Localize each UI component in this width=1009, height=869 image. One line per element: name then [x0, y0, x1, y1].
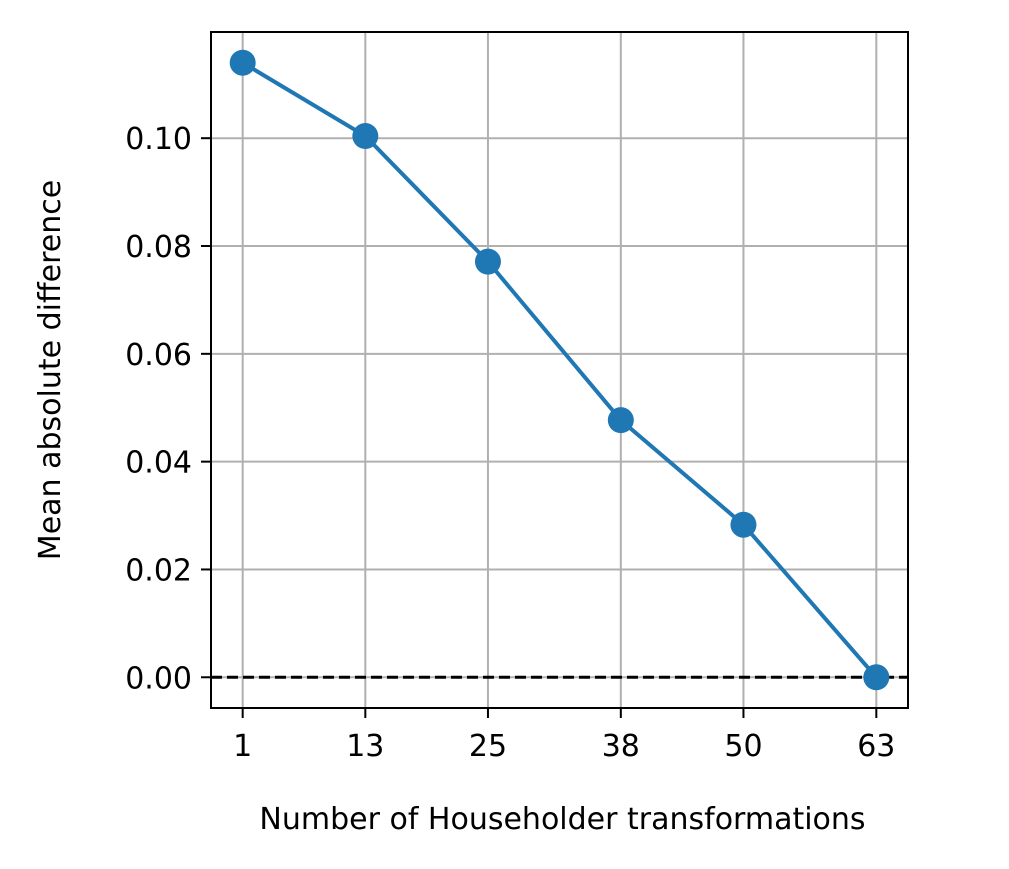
y-tick-label: 0.06: [125, 338, 192, 373]
x-tick-label: 1: [233, 729, 252, 764]
grid-lines: [211, 32, 908, 708]
x-axis-label: Number of Householder transformations: [259, 802, 865, 837]
y-tick-label: 0.04: [125, 446, 192, 481]
x-tick-label: 63: [857, 729, 895, 764]
y-tick-label: 0.00: [125, 661, 192, 696]
data-point: [474, 248, 501, 275]
x-tick-label: 38: [602, 729, 640, 764]
x-tick-label: 13: [346, 729, 384, 764]
data-point: [863, 664, 890, 691]
y-tick-label: 0.08: [125, 230, 192, 265]
y-axis-ticks: 0.00 0.02 0.04 0.06 0.08 0.10: [125, 122, 211, 696]
y-tick-label: 0.02: [125, 553, 192, 588]
series-group: [229, 49, 890, 691]
y-tick-label: 0.10: [125, 122, 192, 157]
y-axis-label: Mean absolute difference: [33, 180, 68, 560]
x-axis-ticks: 1 13 25 38 50 63: [233, 708, 895, 764]
data-point: [352, 123, 379, 150]
x-tick-label: 50: [724, 729, 762, 764]
data-point: [730, 511, 757, 538]
series-line: [241, 61, 878, 679]
data-point: [607, 407, 634, 434]
plot-frame: [210, 31, 909, 709]
data-point: [229, 49, 256, 76]
x-tick-label: 25: [469, 729, 507, 764]
